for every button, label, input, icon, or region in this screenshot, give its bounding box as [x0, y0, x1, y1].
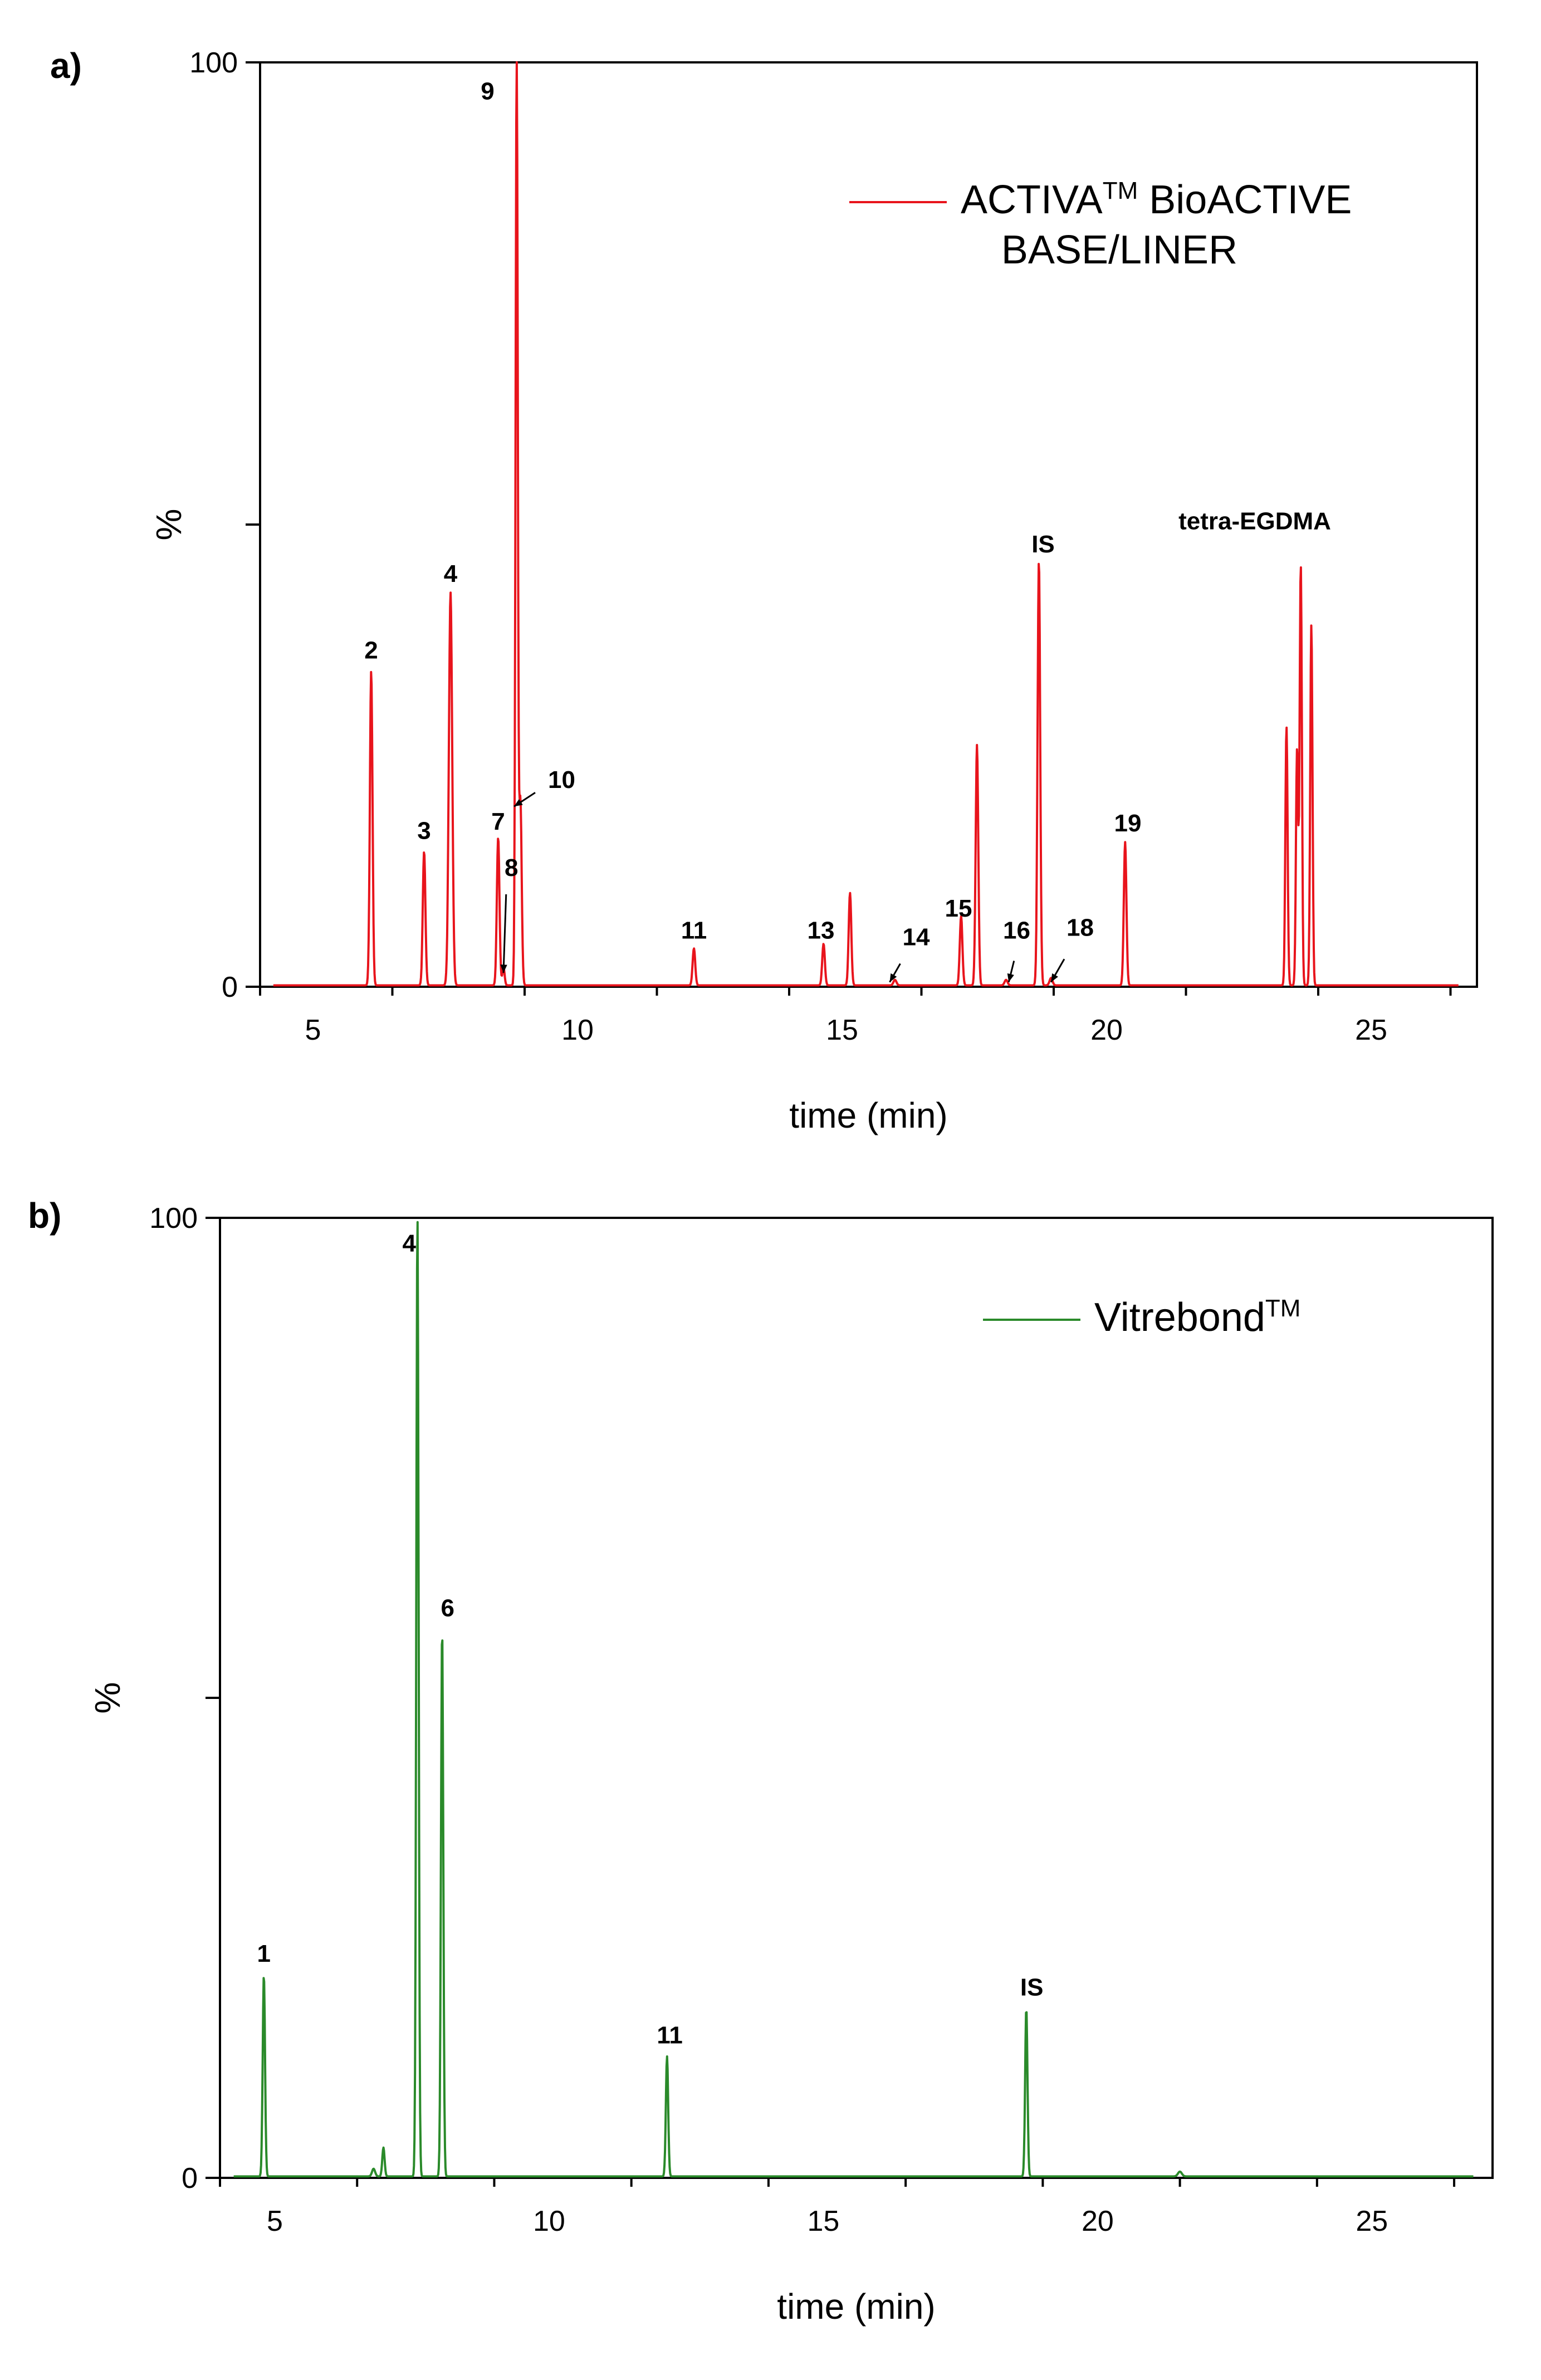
x-tick-label: 10: [561, 1014, 594, 1046]
peak-label: 13: [808, 917, 835, 944]
legend-text-rest: BioACTIVE: [1138, 178, 1352, 222]
peak-label: 6: [441, 1594, 454, 1622]
x-tick-label: 20: [1090, 1014, 1123, 1046]
chart-panel-b: b) 5 10 15 20 25 0 100 time (min)% 1 4 6 11 IS Vitrebo…: [28, 1196, 1494, 2327]
y-tick-label: 0: [222, 971, 238, 1003]
peak-label: 15: [945, 895, 972, 922]
y-tick-label: 100: [189, 47, 238, 79]
legend-text-main: Vitrebond: [1094, 1295, 1265, 1340]
peak-label: 14: [903, 923, 930, 951]
panel-label: b): [28, 1196, 61, 1236]
peak-label: 19: [1114, 810, 1142, 837]
panel-label: a): [50, 46, 82, 86]
peak-label: 2: [364, 637, 378, 664]
peak-label: 16: [1003, 917, 1030, 944]
plot-frame: [219, 1217, 1494, 2179]
arrow-head: [500, 964, 507, 973]
peak-label: 3: [417, 817, 430, 844]
peak-label: 8: [505, 854, 518, 882]
peak-label: 11: [681, 917, 707, 944]
x-tick-label: 5: [305, 1014, 321, 1046]
peak-label: 4: [403, 1230, 417, 1257]
legend-text-main: ACTIVA: [961, 178, 1103, 222]
x-axis-title: time (min): [789, 1095, 947, 1135]
x-tick-label: 25: [1355, 1014, 1387, 1046]
peak-apex: [1026, 2009, 1027, 2010]
chromatogram-trace: [233, 1221, 1474, 2178]
peak-label: 7: [491, 808, 505, 835]
peak-apex: [1038, 561, 1039, 562]
arrow-head: [1007, 973, 1014, 982]
annotation-arrow: [502, 894, 507, 973]
x-tick-label: 15: [807, 2205, 839, 2237]
x-tick-label: 25: [1356, 2205, 1388, 2237]
peak-label: IS: [1031, 531, 1055, 558]
peak-label: 9: [481, 77, 494, 105]
peak-label: 11: [657, 2022, 683, 2049]
x-tick-label: 10: [533, 2205, 565, 2237]
y-axis-title: %: [149, 509, 189, 541]
chart-panel-a: a) 5 10 15 20 25 0 100 time (min)% 2 3 4 78 9 10 11 13 14…: [50, 46, 1478, 1135]
peak-label: IS: [1020, 1973, 1044, 2001]
legend-superscript: TM: [1103, 177, 1138, 204]
legend-label: VitrebondTM: [1094, 1295, 1300, 1340]
peak-apex: [442, 1630, 443, 1631]
y-tick-label: 100: [149, 1202, 198, 1235]
legend-label-line2: BASE/LINER: [1001, 228, 1237, 272]
peak-label: tetra-EGDMA: [1178, 507, 1331, 535]
arrow-head: [889, 973, 897, 982]
x-tick-label: 5: [267, 2205, 283, 2237]
arrow-head: [1051, 973, 1058, 982]
peak-label: 1: [257, 1940, 271, 1967]
y-axis-title: %: [87, 1682, 128, 1714]
legend-superscript: TM: [1265, 1295, 1301, 1322]
peak-label: 18: [1067, 914, 1094, 942]
y-tick-label: 0: [182, 2162, 198, 2195]
legend-label: ACTIVATM BioACTIVE: [961, 177, 1352, 222]
arrow-head: [514, 799, 523, 807]
x-tick-label: 15: [826, 1014, 858, 1046]
peak-label: 4: [444, 560, 458, 587]
x-tick-label: 20: [1082, 2205, 1114, 2237]
peak-apex: [263, 1976, 265, 1977]
chromatogram-trace: [272, 61, 1459, 987]
x-axis-title: time (min): [777, 2286, 935, 2327]
peak-label: 10: [548, 766, 575, 794]
